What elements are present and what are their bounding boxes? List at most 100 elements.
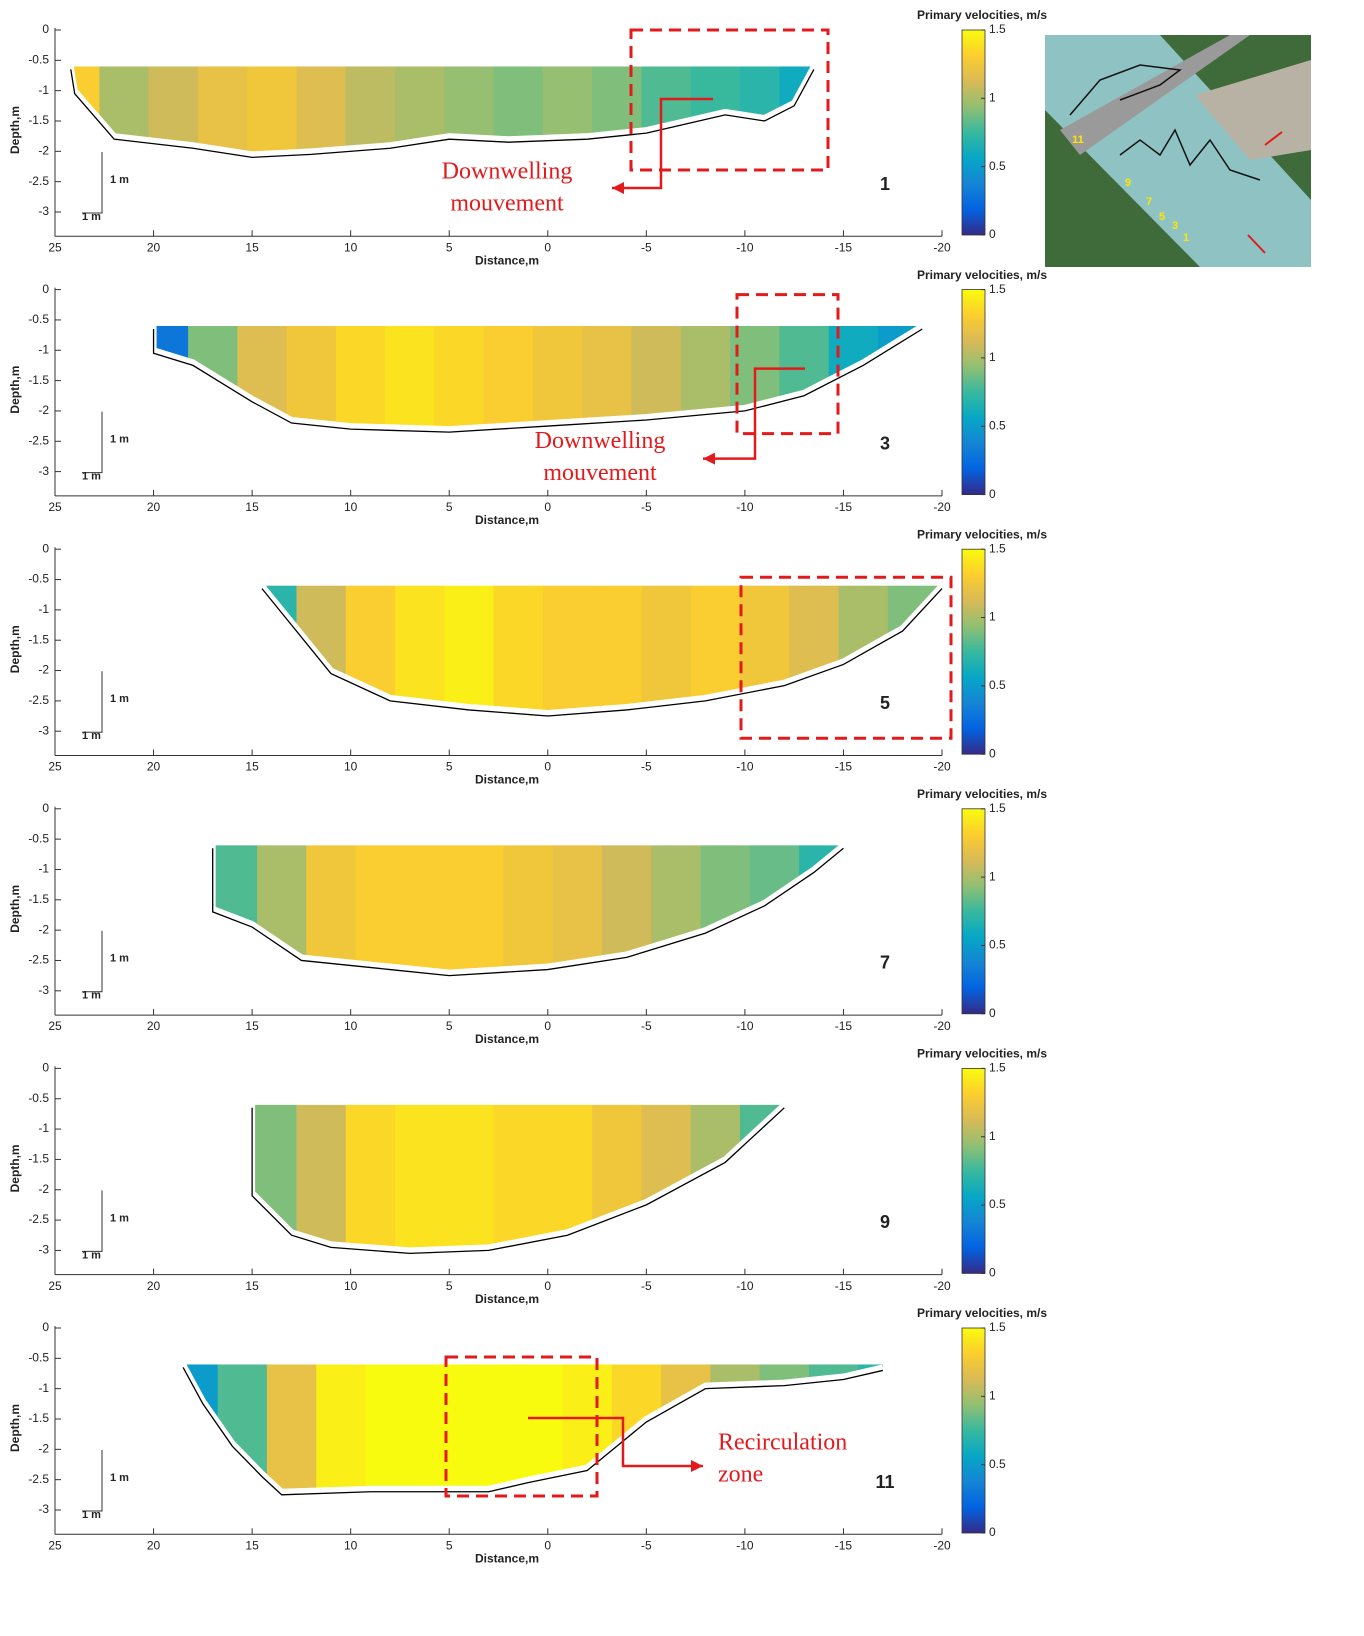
scale-label: 1 m [110, 693, 129, 705]
y-tick-label: -2 [38, 1442, 49, 1456]
x-tick-label: 0 [544, 760, 551, 774]
x-tick-label: 0 [544, 1019, 551, 1033]
scale-label: 1 m [110, 174, 129, 186]
x-tick-label: -15 [835, 1538, 853, 1552]
x-tick-label: -10 [736, 1538, 754, 1552]
velocity-cell [404, 845, 455, 973]
colorbar-tick-label: 0 [989, 487, 996, 501]
y-tick-label: -0.5 [28, 1091, 49, 1105]
y-axis-label: Depth,m [8, 106, 22, 154]
y-tick-label: 0 [42, 22, 49, 36]
y-tick-label: 0 [42, 1061, 49, 1075]
velocity-cell [799, 845, 844, 973]
flow-arrow [1247, 234, 1266, 254]
y-tick-label: 0 [42, 541, 49, 555]
velocity-cell [592, 1104, 642, 1251]
velocity-cell [483, 326, 534, 430]
annotation: mouvement [450, 191, 564, 217]
x-tick-label: 10 [344, 1019, 358, 1033]
bed-halo [249, 1102, 787, 1254]
colorbar-tick-label: 0 [989, 1266, 996, 1280]
velocity-cell [641, 66, 692, 155]
colorbar-tick-label: 0 [989, 1006, 996, 1020]
y-tick-label: -0.5 [28, 1351, 49, 1365]
bed-line [152, 328, 923, 433]
velocity-cell [552, 845, 603, 973]
x-axis-label: Distance,m [475, 1292, 539, 1306]
annotation: Recirculation [718, 1430, 847, 1456]
bed-halo [67, 64, 817, 158]
velocity-cell [739, 1104, 785, 1251]
velocity-cell [444, 585, 495, 714]
photo-label: 9 [1125, 177, 1131, 189]
arrow-head [691, 1460, 703, 1472]
x-tick-label: -20 [933, 760, 951, 774]
scale-label: 1 m [110, 953, 129, 965]
panel: 0-0.5-1-1.5-2-2.5-325 20 15 10 5 0 -5 -10 -15 -20… [8, 787, 1047, 1046]
scale-bar [82, 1190, 103, 1252]
x-axis-label: Distance,m [475, 253, 539, 267]
velocity-cell [887, 585, 938, 714]
velocity-cell [858, 1364, 883, 1492]
x-axis-label: Distance,m [475, 1551, 539, 1565]
y-tick-label: -2.5 [28, 1212, 49, 1226]
colorbar-tick-label: 1 [989, 610, 996, 624]
y-tick-label: -0.5 [28, 312, 49, 326]
x-tick-label: -5 [641, 1019, 652, 1033]
y-tick-label: -1.5 [28, 632, 49, 646]
y-tick-label: -1 [38, 342, 49, 356]
velocity-cell [266, 1364, 317, 1492]
velocity-cell [188, 326, 238, 430]
colorbar-tick-label: 1.5 [989, 541, 1006, 555]
velocity-cell [454, 845, 504, 973]
y-tick-label: -0.5 [28, 831, 49, 845]
colorbar [961, 29, 986, 236]
colorbar-tick-label: 0.5 [989, 1197, 1006, 1211]
x-tick-label: 10 [344, 1279, 358, 1293]
x-axis-label: Distance,m [475, 773, 539, 787]
y-tick-label: 0 [42, 1320, 49, 1334]
y-tick-label: -0.5 [28, 572, 49, 586]
colorbar-tick-label: 1 [989, 869, 996, 883]
scale-bar [82, 930, 103, 993]
y-tick-label: 0 [42, 282, 49, 296]
scale-bar [82, 152, 103, 214]
x-tick-label: 0 [544, 240, 551, 254]
colorbar [961, 808, 986, 1015]
velocity-field [70, 66, 814, 155]
x-tick-label: -15 [835, 1279, 853, 1293]
bed-line [261, 588, 943, 717]
x-tick-label: 25 [48, 760, 62, 774]
velocity-cell [464, 1364, 514, 1492]
velocity-cell [414, 1364, 465, 1492]
x-tick-label: -20 [933, 1279, 951, 1293]
x-tick-label: 10 [344, 500, 358, 514]
y-tick-label: 0 [42, 801, 49, 815]
colorbar-tick-label: 1.5 [989, 1061, 1006, 1075]
colorbar-tick-label: 0 [989, 746, 996, 760]
velocity-cell [749, 845, 800, 973]
colorbar-tick-label: 0.5 [989, 159, 1006, 173]
x-tick-label: -10 [736, 1019, 754, 1033]
y-tick-label: -2.5 [28, 174, 49, 188]
velocity-cell [690, 66, 741, 155]
photo-label: 7 [1146, 196, 1152, 208]
velocity-cell [148, 66, 199, 155]
colorbar-label: Primary velocities, m/s [917, 268, 1047, 282]
velocity-cell [739, 585, 790, 714]
highlight-box [444, 1355, 599, 1498]
y-tick-label: -1.5 [28, 373, 49, 387]
scale-bar [82, 1450, 103, 1512]
photo-label: 3 [1172, 220, 1178, 232]
panel: 0-0.5-1-1.5-2-2.5-325 20 15 10 5 0 -5 -10 -15 -20… [8, 8, 1047, 267]
velocity-cell [296, 66, 347, 155]
bridge [1060, 35, 1250, 155]
velocity-cell [542, 585, 593, 714]
velocity-field [153, 326, 923, 430]
scale-label: 1 m [82, 471, 101, 483]
y-axis-label: Depth,m [8, 1144, 22, 1192]
scale-label: 1 m [82, 730, 101, 742]
bed-line [212, 847, 844, 977]
x-tick-label: -20 [933, 1538, 951, 1552]
bed-halo [180, 1362, 884, 1495]
